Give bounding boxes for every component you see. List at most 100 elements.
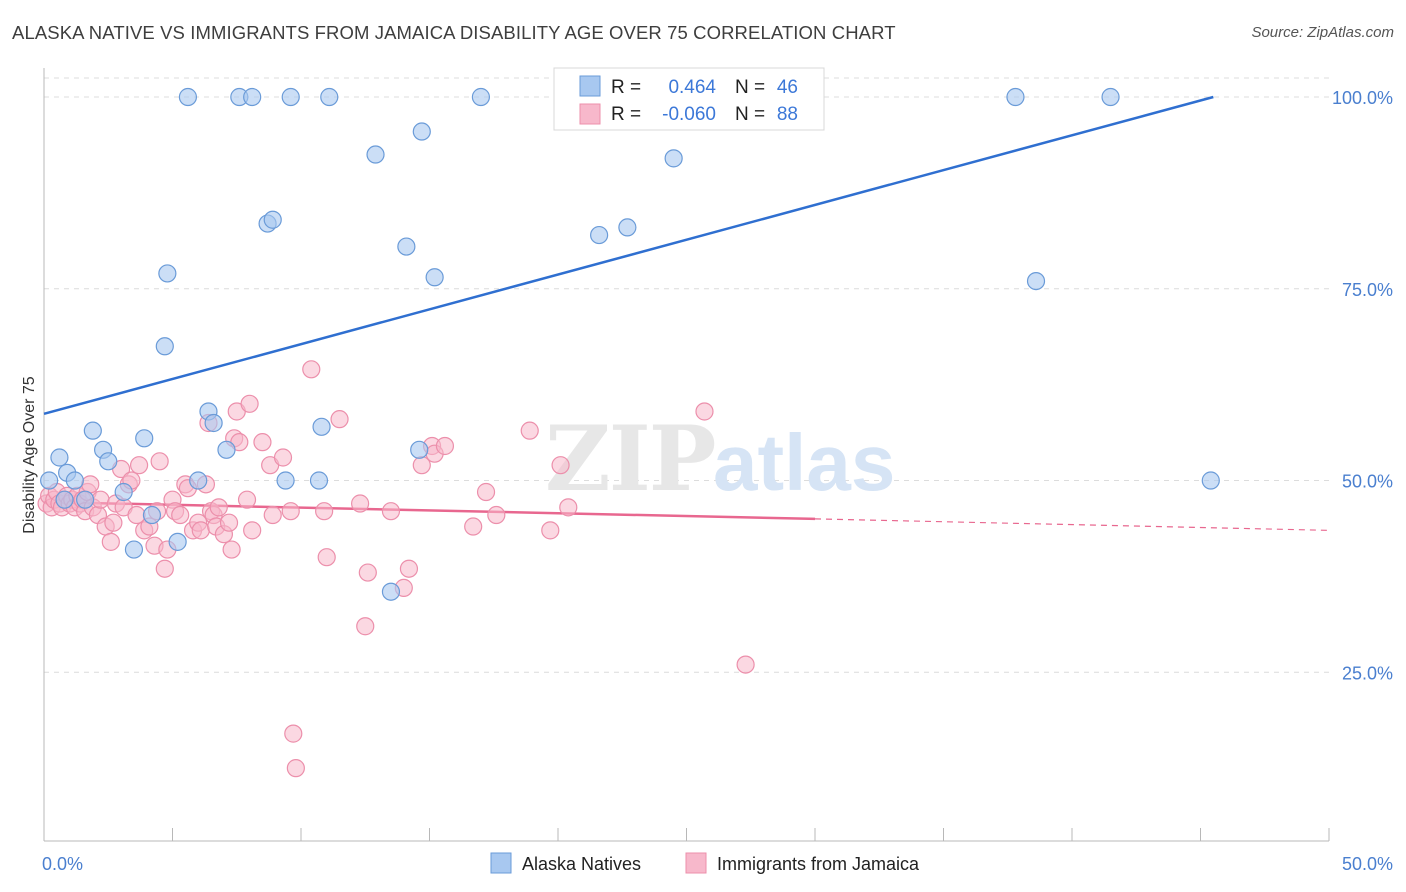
alaska-point	[55, 490, 74, 509]
jamaica-point	[104, 513, 123, 532]
jamaica-point	[551, 456, 570, 475]
x-tick-labels: 0.0% 50.0%	[42, 854, 1393, 874]
legend-n-label-1: N =	[735, 77, 765, 98]
jamaica-point	[476, 482, 496, 502]
alaska-point	[590, 225, 609, 245]
alaska-point	[276, 471, 295, 490]
alaska-point	[135, 429, 154, 448]
jamaica-point	[150, 452, 169, 471]
correlation-legend: R = 0.464 N = 46 R = -0.060 N = 88	[553, 67, 825, 131]
jamaica-point	[101, 532, 120, 551]
grid-lines	[44, 77, 1329, 673]
y-axis-title: Disability Age Over 75	[21, 376, 38, 534]
bottom-legend-swatch-blue	[490, 852, 512, 874]
legend-r-value-2: -0.060	[662, 104, 716, 125]
bottom-legend-swatch-pink	[685, 852, 707, 874]
alaska-point	[618, 218, 637, 237]
alaska-point	[1006, 87, 1025, 107]
jamaica-point	[520, 421, 539, 440]
jamaica-point	[129, 456, 149, 475]
alaska-point	[309, 471, 329, 490]
jamaica-point	[219, 513, 239, 532]
alaska-point	[217, 440, 236, 459]
bottom-legend-label-alaska: Alaska Natives	[522, 854, 641, 874]
chart-title: ALASKA NATIVE VS IMMIGRANTS FROM JAMAICA…	[12, 22, 896, 43]
jamaica-point	[240, 394, 259, 413]
alaska-point	[83, 421, 102, 440]
jamaica-point	[695, 402, 714, 421]
alaska-point	[204, 413, 223, 433]
watermark: ZIP atlas	[545, 406, 895, 512]
jamaica-point	[399, 559, 419, 578]
alaska-point	[76, 490, 95, 509]
jamaica-point	[487, 505, 506, 525]
jamaica-point	[263, 505, 282, 525]
jamaica-point	[237, 490, 257, 509]
legend-n-value-2: 88	[777, 104, 798, 125]
x-tick-label: 0.0%	[42, 854, 83, 874]
series-legend: Alaska Natives Immigrants from Jamaica	[490, 852, 920, 874]
alaska-trend-line	[43, 95, 1214, 415]
alaska-point	[410, 440, 429, 459]
jamaica-point	[541, 521, 560, 540]
jamaica-point	[155, 559, 174, 578]
jamaica-point	[435, 436, 455, 456]
jamaica-point	[381, 502, 401, 521]
alaska-point	[320, 87, 339, 107]
alaska-point	[1101, 87, 1120, 107]
x-tick-label: 50.0%	[1342, 854, 1393, 874]
jamaica-point	[356, 617, 375, 636]
svg-text:ZIP: ZIP	[545, 406, 715, 512]
y-tick-label: 75.0%	[1342, 280, 1393, 300]
alaska-point	[381, 582, 401, 601]
chart-source: Source: ZipAtlas.com	[1251, 24, 1394, 41]
y-tick-label: 50.0%	[1342, 472, 1393, 492]
alaska-point	[425, 268, 444, 287]
svg-text:atlas: atlas	[713, 418, 895, 507]
alaska-point	[1201, 471, 1220, 490]
legend-swatch-pink	[579, 103, 601, 125]
alaska-point	[40, 471, 59, 490]
alaska-point	[155, 337, 174, 356]
alaska-point	[664, 149, 683, 168]
jamaica-point	[330, 410, 349, 429]
legend-swatch-blue	[579, 75, 601, 97]
jamaica-point	[253, 433, 272, 452]
jamaica-point	[209, 498, 228, 517]
jamaica-point	[91, 490, 110, 509]
jamaica-trend-extension	[814, 518, 1330, 531]
y-tick-labels: 25.0% 50.0% 75.0% 100.0%	[1332, 88, 1393, 683]
alaska-point	[114, 482, 133, 502]
legend-r-label-2: R =	[611, 104, 641, 125]
alaska-point	[178, 87, 198, 107]
jamaica-point	[464, 517, 483, 536]
alaska-point	[168, 532, 187, 551]
jamaica-point	[351, 494, 370, 513]
y-tick-label: 100.0%	[1332, 88, 1393, 108]
legend-r-value-1: 0.464	[668, 77, 716, 98]
alaska-point	[65, 471, 84, 490]
axes	[43, 68, 1330, 842]
legend-n-value-1: 46	[777, 77, 798, 98]
jamaica-point	[284, 724, 303, 743]
alaska-point	[124, 540, 144, 559]
legend-r-label-1: R =	[611, 77, 641, 98]
alaska-point	[312, 417, 331, 436]
legend-n-label-2: N =	[735, 104, 765, 125]
alaska-point	[412, 122, 431, 141]
y-tick-label: 25.0%	[1342, 663, 1393, 683]
bottom-legend-label-jamaica: Immigrants from Jamaica	[717, 854, 920, 874]
jamaica-point	[81, 475, 100, 494]
alaska-point	[158, 264, 177, 283]
jamaica-point	[191, 521, 210, 540]
alaska-point	[1026, 271, 1046, 291]
alaska-point	[50, 448, 69, 467]
jamaica-point	[273, 448, 293, 467]
alaska-point	[189, 471, 208, 490]
jamaica-point	[222, 540, 241, 559]
alaska-point	[471, 87, 490, 107]
alaska-point	[142, 505, 162, 525]
alaska-point	[281, 87, 300, 107]
jamaica-point	[171, 505, 190, 525]
